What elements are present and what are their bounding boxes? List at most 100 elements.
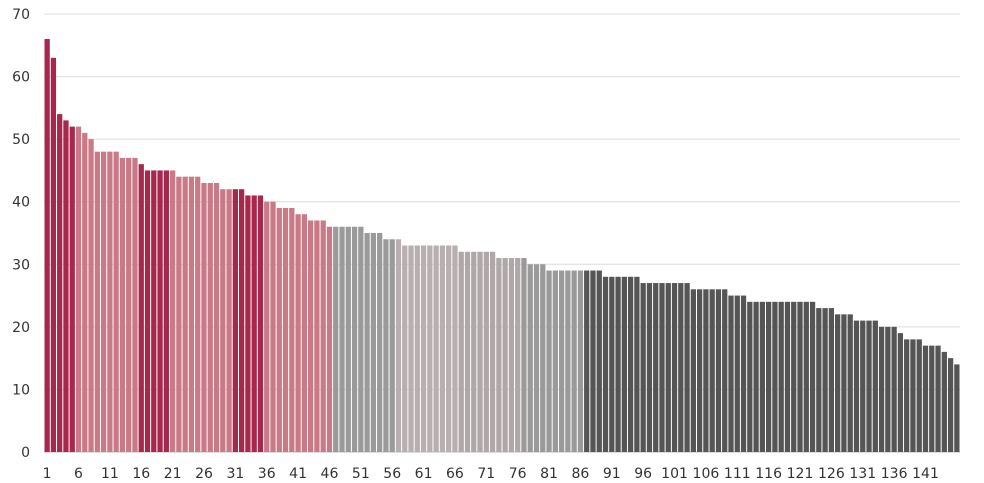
bar <box>546 270 552 452</box>
bar <box>634 276 640 452</box>
bar <box>734 295 740 452</box>
x-tick-label: 1 <box>43 466 52 482</box>
bar <box>929 345 935 452</box>
bar <box>402 245 408 452</box>
bar <box>320 220 326 452</box>
bar <box>257 195 264 452</box>
bar <box>232 189 238 452</box>
bar <box>226 189 232 452</box>
x-tick-label: 106 <box>693 466 720 482</box>
bar <box>728 295 734 452</box>
bar <box>527 264 533 452</box>
bar <box>276 207 282 452</box>
bar <box>201 182 207 452</box>
bar <box>395 239 402 452</box>
bar <box>703 289 709 452</box>
x-tick-label: 96 <box>634 466 652 482</box>
bar <box>515 258 521 452</box>
bar <box>452 245 458 452</box>
bar <box>420 245 427 452</box>
x-tick-label: 11 <box>101 466 119 482</box>
bar <box>301 214 308 452</box>
bar <box>916 339 922 452</box>
bar <box>584 270 590 452</box>
bar <box>414 245 420 452</box>
bar <box>163 170 169 452</box>
x-tick-label: 21 <box>164 466 182 482</box>
bar <box>778 301 784 452</box>
y-tick-label: 70 <box>12 7 30 23</box>
bar <box>358 226 364 452</box>
bar <box>922 345 929 452</box>
bar <box>791 301 797 452</box>
bar <box>577 270 584 452</box>
x-tick-label: 66 <box>446 466 464 482</box>
x-tick-label: 126 <box>818 466 845 482</box>
bar <box>797 301 803 452</box>
x-tick-label: 111 <box>724 466 751 482</box>
bar <box>897 333 904 452</box>
bar <box>496 258 502 452</box>
x-tick-label: 31 <box>226 466 244 482</box>
x-tick-label: 16 <box>132 466 150 482</box>
bar <box>885 326 891 452</box>
bar <box>715 289 722 452</box>
bar <box>709 289 715 452</box>
bar <box>220 189 226 452</box>
bar <box>659 283 665 452</box>
x-tick-label: 51 <box>352 466 370 482</box>
x-tick-label: 6 <box>74 466 83 482</box>
bar <box>609 276 615 452</box>
y-tick-label: 60 <box>12 70 30 86</box>
y-tick-label: 50 <box>12 132 30 148</box>
x-tick-label: 46 <box>321 466 339 482</box>
bar <box>696 289 703 452</box>
bar <box>822 308 828 452</box>
x-tick-label: 56 <box>383 466 401 482</box>
y-tick-label: 30 <box>12 257 30 273</box>
x-tick-label: 131 <box>849 466 876 482</box>
bar <box>502 258 508 452</box>
bar <box>289 207 295 452</box>
x-tick-label: 116 <box>755 466 782 482</box>
bar <box>439 245 446 452</box>
bar <box>270 201 276 452</box>
bar <box>471 251 477 452</box>
bar <box>690 289 696 452</box>
x-tick-label: 61 <box>415 466 433 482</box>
y-tick-label: 20 <box>12 320 30 336</box>
bar <box>954 364 960 452</box>
bar <box>107 151 113 452</box>
bar <box>684 283 690 452</box>
bar <box>94 151 100 452</box>
bar <box>602 276 609 452</box>
bar <box>245 195 251 452</box>
bar <box>483 251 489 452</box>
x-tick-label: 41 <box>289 466 307 482</box>
bar <box>722 289 728 452</box>
bar <box>295 214 301 452</box>
bar <box>872 320 878 452</box>
bar <box>678 283 684 452</box>
bar <box>126 157 132 452</box>
bar <box>891 326 897 452</box>
bar <box>314 220 320 452</box>
x-tick-label: 91 <box>603 466 621 482</box>
x-tick-label: 86 <box>572 466 590 482</box>
bar <box>860 320 866 452</box>
bar <box>533 264 540 452</box>
bar <box>264 201 270 452</box>
bar <box>615 276 621 452</box>
bar <box>50 57 57 453</box>
y-tick-label: 10 <box>12 382 30 398</box>
y-tick-label: 40 <box>12 195 30 211</box>
bar <box>621 276 627 452</box>
bar <box>941 351 947 452</box>
bar <box>841 314 847 452</box>
bar <box>370 233 377 452</box>
bar <box>75 126 82 452</box>
bar <box>590 270 596 452</box>
x-tick-label: 101 <box>661 466 688 482</box>
x-tick-label: 141 <box>912 466 939 482</box>
bar <box>389 239 395 452</box>
